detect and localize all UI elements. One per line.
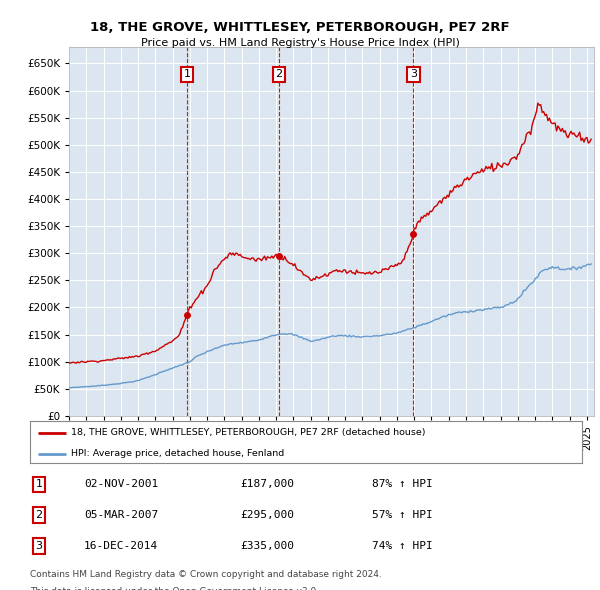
Text: 18, THE GROVE, WHITTLESEY, PETERBOROUGH, PE7 2RF (detached house): 18, THE GROVE, WHITTLESEY, PETERBOROUGH,… — [71, 428, 426, 437]
Text: 05-MAR-2007: 05-MAR-2007 — [84, 510, 158, 520]
Text: £335,000: £335,000 — [240, 541, 294, 550]
Text: This data is licensed under the Open Government Licence v3.0.: This data is licensed under the Open Gov… — [30, 587, 319, 590]
Text: 16-DEC-2014: 16-DEC-2014 — [84, 541, 158, 550]
Text: 2: 2 — [35, 510, 43, 520]
Text: 18, THE GROVE, WHITTLESEY, PETERBOROUGH, PE7 2RF: 18, THE GROVE, WHITTLESEY, PETERBOROUGH,… — [90, 21, 510, 34]
Text: 2: 2 — [275, 69, 283, 79]
Text: 87% ↑ HPI: 87% ↑ HPI — [372, 480, 433, 489]
Text: HPI: Average price, detached house, Fenland: HPI: Average price, detached house, Fenl… — [71, 450, 284, 458]
Text: 3: 3 — [410, 69, 417, 79]
Text: 74% ↑ HPI: 74% ↑ HPI — [372, 541, 433, 550]
Text: 57% ↑ HPI: 57% ↑ HPI — [372, 510, 433, 520]
Text: £187,000: £187,000 — [240, 480, 294, 489]
Text: 02-NOV-2001: 02-NOV-2001 — [84, 480, 158, 489]
Text: 1: 1 — [184, 69, 191, 79]
Text: 3: 3 — [35, 541, 43, 550]
Text: £295,000: £295,000 — [240, 510, 294, 520]
Text: 1: 1 — [35, 480, 43, 489]
Text: Contains HM Land Registry data © Crown copyright and database right 2024.: Contains HM Land Registry data © Crown c… — [30, 571, 382, 579]
Text: Price paid vs. HM Land Registry's House Price Index (HPI): Price paid vs. HM Land Registry's House … — [140, 38, 460, 48]
